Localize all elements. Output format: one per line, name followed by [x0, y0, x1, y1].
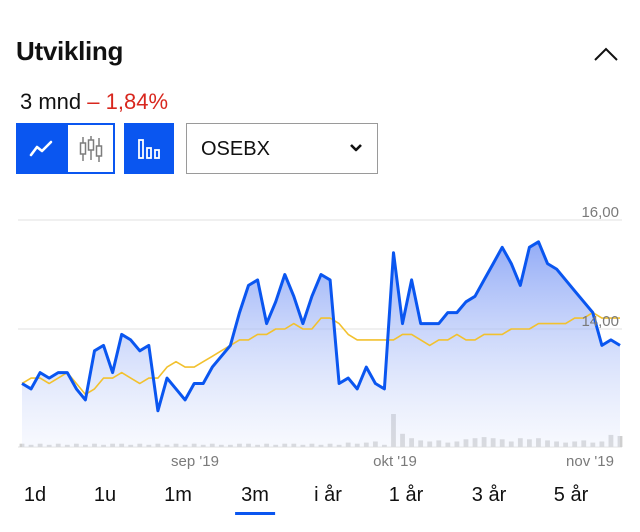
price-line — [21, 240, 621, 413]
section-title: Utvikling — [16, 36, 124, 66]
performance-period: 3 mnd — [20, 89, 82, 114]
benchmark-line — [21, 311, 620, 396]
chevron-up-icon — [594, 47, 618, 61]
volume-bars-icon — [138, 138, 160, 159]
performance-summary: 3 mnd – 1,84% — [20, 89, 168, 115]
benchmark-select-value: OSEBX — [201, 138, 270, 160]
candlestick-icon — [79, 135, 102, 162]
period-option[interactable]: 1u — [93, 484, 117, 506]
y-tick-label: 16,00 — [581, 204, 619, 221]
price-chart: 16,00 14,00 sep '19 okt '19 nov '19 — [18, 204, 623, 470]
benchmark-select[interactable]: OSEBX — [186, 123, 378, 174]
x-tick-label: okt '19 — [373, 453, 417, 470]
x-tick-label: sep '19 — [171, 453, 219, 470]
period-option[interactable]: 1d — [23, 484, 47, 506]
chart-type-toggle — [16, 123, 115, 174]
y-tick-label: 14,00 — [581, 313, 619, 330]
x-tick-label: nov '19 — [566, 453, 614, 470]
price-area — [22, 241, 620, 447]
performance-change: – 1,84% — [87, 89, 169, 114]
candlestick-chart-button[interactable] — [68, 125, 113, 172]
period-option[interactable]: 1m — [164, 484, 192, 506]
volume-toggle-button[interactable] — [124, 123, 174, 174]
period-option[interactable]: 3 år — [471, 484, 507, 506]
collapse-button[interactable] — [588, 40, 624, 68]
line-chart-button[interactable] — [18, 125, 66, 172]
line-chart-icon — [29, 140, 53, 156]
period-option[interactable]: 3m — [235, 484, 275, 515]
period-option[interactable]: 5 år — [553, 484, 589, 506]
period-option[interactable]: 1 år — [388, 484, 424, 506]
chevron-down-icon — [350, 144, 362, 152]
period-selector: 1d 1u 1m 3m i år 1 år 3 år 5 år — [0, 484, 640, 524]
period-option[interactable]: i år — [314, 484, 342, 506]
